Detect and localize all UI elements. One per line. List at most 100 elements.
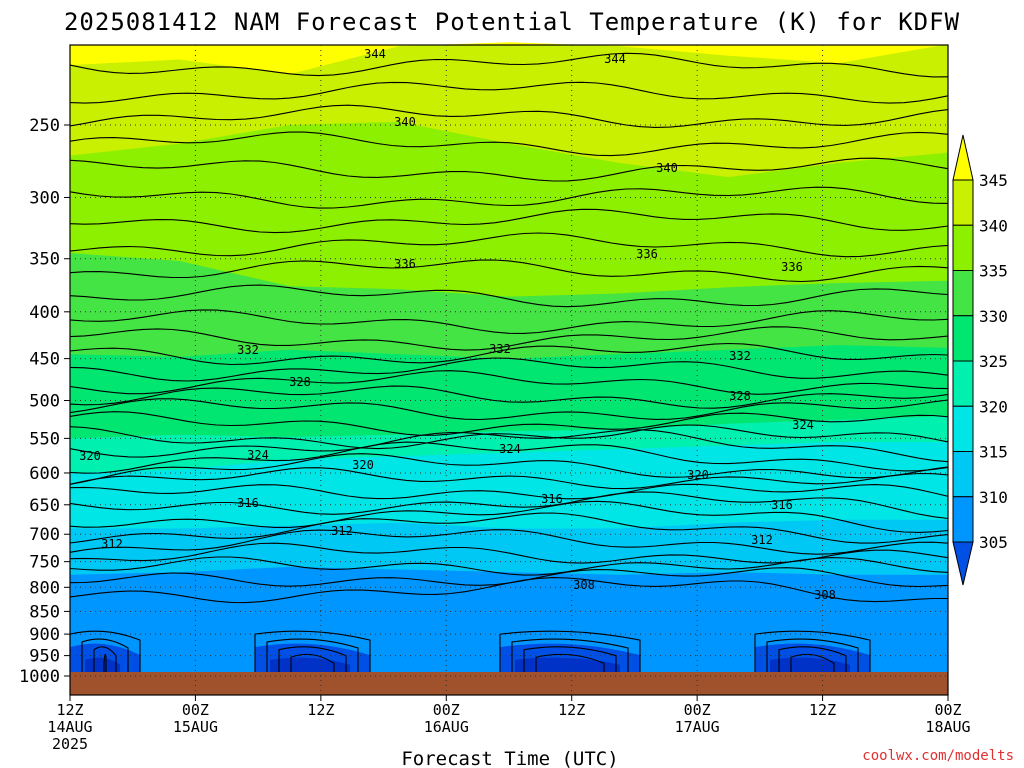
colorbar-label: 345 (979, 171, 1008, 190)
contour-line (69, 542, 949, 564)
contour-line (69, 157, 949, 182)
contour-label: 336 (636, 247, 658, 261)
contour-label: 316 (237, 496, 259, 510)
colorbar-label: 335 (979, 262, 1008, 281)
contour-line-surface (499, 630, 641, 672)
contour-line (69, 483, 949, 500)
contour-line (69, 411, 949, 436)
colorbar-segment (952, 179, 974, 226)
plot-area (69, 42, 949, 696)
band-fill (70, 42, 948, 75)
contour-line-surface (535, 653, 605, 672)
contour-line (69, 186, 949, 209)
contour-line-surface (511, 638, 629, 672)
contour-label: 308 (814, 588, 836, 602)
colorbar-segment (952, 270, 974, 317)
contour-line (69, 429, 949, 463)
y-tick-label: 600 (29, 464, 60, 484)
contour-line (69, 104, 949, 128)
contour-label: 316 (541, 492, 563, 506)
contour-line (69, 208, 949, 234)
y-tick-label: 500 (29, 392, 60, 412)
x-tick-label: 14AUG (47, 718, 92, 736)
contour-line (69, 326, 949, 351)
contour-label: 316 (771, 498, 793, 512)
y-tick-label: 1000 (19, 667, 60, 687)
y-tick-label: 450 (29, 350, 60, 370)
x-tick-label: 00Z (684, 701, 711, 719)
contour-line (69, 467, 949, 490)
x-tick-label: 16AUG (424, 718, 469, 736)
contour-label: 336 (781, 260, 803, 274)
plot-frame (69, 44, 949, 696)
contour-line (69, 491, 949, 520)
contour-line (69, 385, 949, 409)
colorbar-segment (952, 360, 974, 407)
contour-label: 328 (289, 375, 311, 389)
x-tick-label: 12Z (307, 701, 334, 719)
contour-line (69, 52, 949, 78)
contour-label: 320 (687, 468, 709, 482)
contour-label: 320 (79, 449, 101, 463)
x-tick-label: 2025 (52, 735, 88, 753)
contour-line (69, 529, 949, 555)
contour-line (69, 577, 948, 604)
contour-line-surface (278, 646, 347, 672)
ground-fill (70, 672, 948, 695)
y-tick-label: 550 (29, 429, 60, 449)
contour-line (69, 309, 949, 334)
contour-label: 332 (729, 349, 751, 363)
contour-line-surface (81, 638, 129, 672)
contour-label: 328 (729, 389, 751, 403)
contour-label: 320 (352, 458, 374, 472)
contour-label: 340 (394, 115, 416, 129)
y-tick-label: 750 (29, 553, 60, 573)
contour-line-surface (69, 630, 141, 672)
x-tick-label: 12Z (809, 701, 836, 719)
contour-label: 340 (656, 161, 678, 175)
contour-line (69, 284, 949, 308)
colorbar-segment (952, 315, 974, 362)
colorbar: 345 340 335 330 325 320 315 310 305 (952, 134, 1008, 586)
contour-line (69, 131, 949, 157)
x-tick-label: 15AUG (173, 718, 218, 736)
colorbar-bottom-arrow (952, 541, 974, 586)
y-tick-label: 700 (29, 525, 60, 545)
contour-line-surface (254, 630, 371, 672)
colorbar-segment (952, 496, 974, 543)
contour-line-surface (523, 646, 617, 672)
contour-label: 344 (604, 52, 626, 66)
x-tick-label: 12Z (558, 701, 585, 719)
y-tick-label: 350 (29, 250, 60, 270)
contour-line (69, 398, 949, 421)
y-tick-label: 650 (29, 496, 60, 516)
colorbar-segment (952, 405, 974, 452)
colorbar-label: 305 (979, 533, 1008, 552)
colorbar-label: 330 (979, 307, 1008, 326)
x-tick-label: 18AUG (925, 718, 970, 736)
contour-lines (69, 52, 949, 672)
contour-line (69, 232, 949, 258)
y-axis: 250 300 350 400 450 500 550 600 650 700 750 800 850 9… (19, 116, 70, 687)
colorbar-segment (952, 224, 974, 271)
contour-line (69, 453, 949, 485)
contour-line-surface (93, 646, 117, 672)
contour-label: 312 (751, 533, 773, 547)
contour-line-surface (290, 653, 335, 672)
contour-line-surface (766, 638, 859, 672)
contour-label: 312 (101, 537, 123, 551)
contour-line (69, 424, 949, 450)
y-tick-label: 400 (29, 303, 60, 323)
band-fill-surface-core (515, 657, 620, 672)
contour-line (69, 441, 949, 474)
x-tick-label: 00Z (182, 701, 209, 719)
contour-label: 324 (792, 418, 814, 432)
contour-line-surface (266, 638, 359, 672)
contour-label: 344 (364, 47, 386, 61)
y-tick-label: 850 (29, 602, 60, 622)
colorbar-label: 310 (979, 488, 1008, 507)
contour-line-surface (754, 630, 871, 672)
contour-label: 324 (247, 448, 269, 462)
contour-line (69, 500, 949, 533)
x-axis-title: Forecast Time (UTC) (401, 748, 618, 768)
